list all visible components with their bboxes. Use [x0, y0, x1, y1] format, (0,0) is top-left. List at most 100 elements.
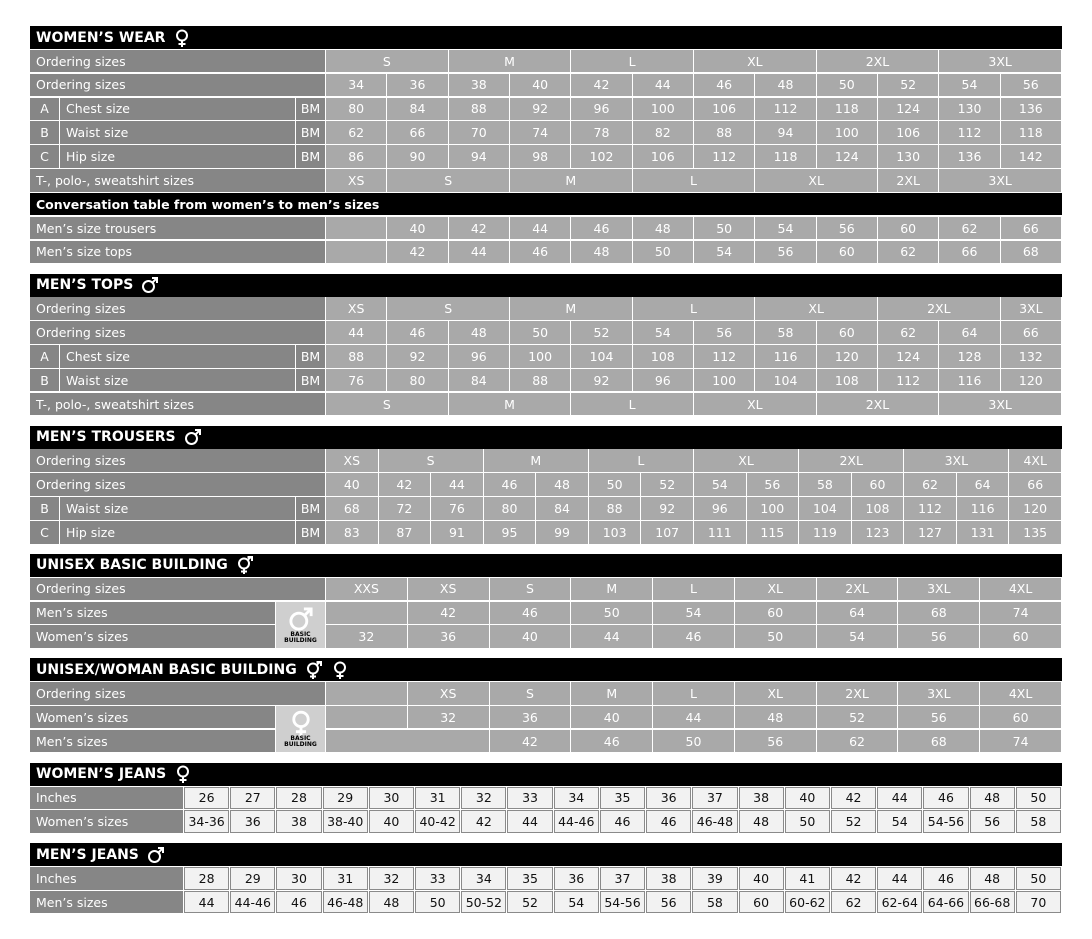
size-cell: 44 — [877, 786, 923, 809]
size-cell: 60 — [738, 890, 784, 914]
size-cell: S — [489, 577, 571, 601]
size-cell: 62 — [904, 473, 956, 496]
size-cell: 116 — [939, 368, 1000, 392]
size-cell: 54 — [939, 73, 1000, 97]
size-cell: 100 — [510, 345, 571, 368]
size-cell: 38-40 — [322, 810, 368, 833]
row-label: Men’s sizes — [30, 890, 183, 914]
size-cell: 34-36 — [184, 810, 230, 833]
row-label: Men’s sizes — [30, 729, 275, 753]
size-cell: 116 — [956, 497, 1009, 520]
size-cell: 28 — [184, 867, 230, 890]
row-unit: BM — [296, 97, 325, 121]
size-cell: 76 — [326, 368, 387, 392]
size-cell: 42 — [378, 473, 431, 496]
section-title: MEN’S JEANS — [36, 846, 139, 863]
row-code: B — [30, 121, 59, 144]
size-cell: 46 — [276, 890, 322, 914]
size-cell: 91 — [431, 521, 483, 544]
size-cell: 50 — [510, 321, 571, 344]
size-cell: 83 — [326, 521, 378, 544]
size-cell: 66 — [1000, 321, 1061, 344]
gender-icon — [147, 846, 164, 863]
size-cell: 130 — [878, 145, 939, 168]
size-cell: 32 — [368, 867, 415, 890]
size-cell: 50 — [784, 810, 830, 833]
size-cell: 102 — [571, 145, 632, 168]
size-cell: 96 — [694, 497, 746, 520]
size-cell: L — [632, 297, 755, 320]
size-cell: 54 — [553, 890, 599, 914]
size-cell: L — [653, 682, 734, 705]
size-cell: 36 — [489, 705, 571, 729]
size-cell: 2XL — [878, 297, 1000, 320]
section-header: WOMEN’S WEAR — [30, 26, 1062, 49]
size-cell: 35 — [599, 786, 646, 809]
size-cell: 44 — [448, 240, 509, 264]
section-header: UNISEX/WOMAN BASIC BUILDING — [30, 658, 1062, 682]
size-cell: 128 — [939, 345, 1000, 368]
size-cell: 32 — [407, 705, 489, 729]
size-cell: 44 — [510, 216, 571, 240]
size-cell: 88 — [326, 345, 387, 368]
size-cell: 2XL — [816, 392, 939, 416]
gender-icon — [176, 29, 189, 47]
row-label: Ordering sizes — [30, 682, 325, 705]
size-cell: 29 — [322, 786, 368, 809]
row-label: Ordering sizes — [30, 577, 325, 601]
row-unit: BM — [296, 345, 325, 368]
size-cell: 52 — [878, 73, 939, 97]
size-cell: 111 — [694, 521, 746, 544]
row-label: Women’s sizes — [30, 705, 275, 729]
size-cell: 64 — [956, 473, 1009, 496]
size-cell: 2XL — [816, 577, 898, 601]
size-cell: 84 — [387, 97, 448, 121]
section-header: MEN’S TOPS — [30, 273, 1062, 297]
size-cell: 54 — [755, 216, 816, 240]
empty-cell — [326, 705, 407, 729]
size-cell: 36 — [387, 73, 448, 97]
size-cell: 95 — [483, 521, 536, 544]
size-cell: 27 — [230, 786, 276, 809]
section-header: MEN’S TROUSERS — [30, 425, 1062, 449]
size-cell: XL — [755, 169, 877, 192]
size-cell: 116 — [755, 345, 816, 368]
size-cell: 50 — [816, 73, 877, 97]
size-cell: 62 — [878, 321, 939, 344]
size-cell: S — [326, 392, 448, 416]
size-cell: 40 — [571, 705, 653, 729]
size-cell: 131 — [956, 521, 1009, 544]
size-cell: 4XL — [1009, 449, 1061, 472]
size-cell: 132 — [1000, 345, 1061, 368]
row-code: B — [30, 368, 59, 392]
size-cell: 2XL — [799, 449, 904, 472]
size-cell: 68 — [1000, 240, 1061, 264]
basic-building-badge: BASIC BUILDING — [276, 601, 325, 648]
size-cell: 33 — [415, 867, 461, 890]
size-cell: 64 — [816, 601, 898, 625]
size-cell: XL — [734, 682, 816, 705]
size-cell: 62 — [939, 216, 1000, 240]
size-cell: 46 — [571, 729, 653, 753]
size-cell: 56 — [694, 321, 755, 344]
gender-icon — [333, 661, 346, 679]
size-cell: 3XL — [898, 682, 980, 705]
size-cell: XXS — [326, 577, 407, 601]
size-cell: XS — [407, 577, 489, 601]
size-cell: 120 — [1009, 497, 1061, 520]
size-cell: 30 — [368, 786, 415, 809]
size-cell: 60 — [980, 625, 1061, 648]
size-cell: 120 — [816, 345, 877, 368]
size-cell: 58 — [692, 890, 738, 914]
section-title: UNISEX BASIC BUILDING — [36, 557, 228, 574]
size-cell: 36 — [230, 810, 276, 833]
row-unit: BM — [296, 368, 325, 392]
size-cell: 72 — [378, 497, 431, 520]
size-cell: 38 — [646, 867, 692, 890]
size-cell: S — [326, 49, 448, 73]
size-cell: 108 — [632, 345, 693, 368]
size-cell: 56 — [1000, 73, 1061, 97]
size-cell: 50 — [632, 240, 693, 264]
badge-text: BUILDING — [284, 636, 317, 644]
size-cell: 87 — [378, 521, 431, 544]
